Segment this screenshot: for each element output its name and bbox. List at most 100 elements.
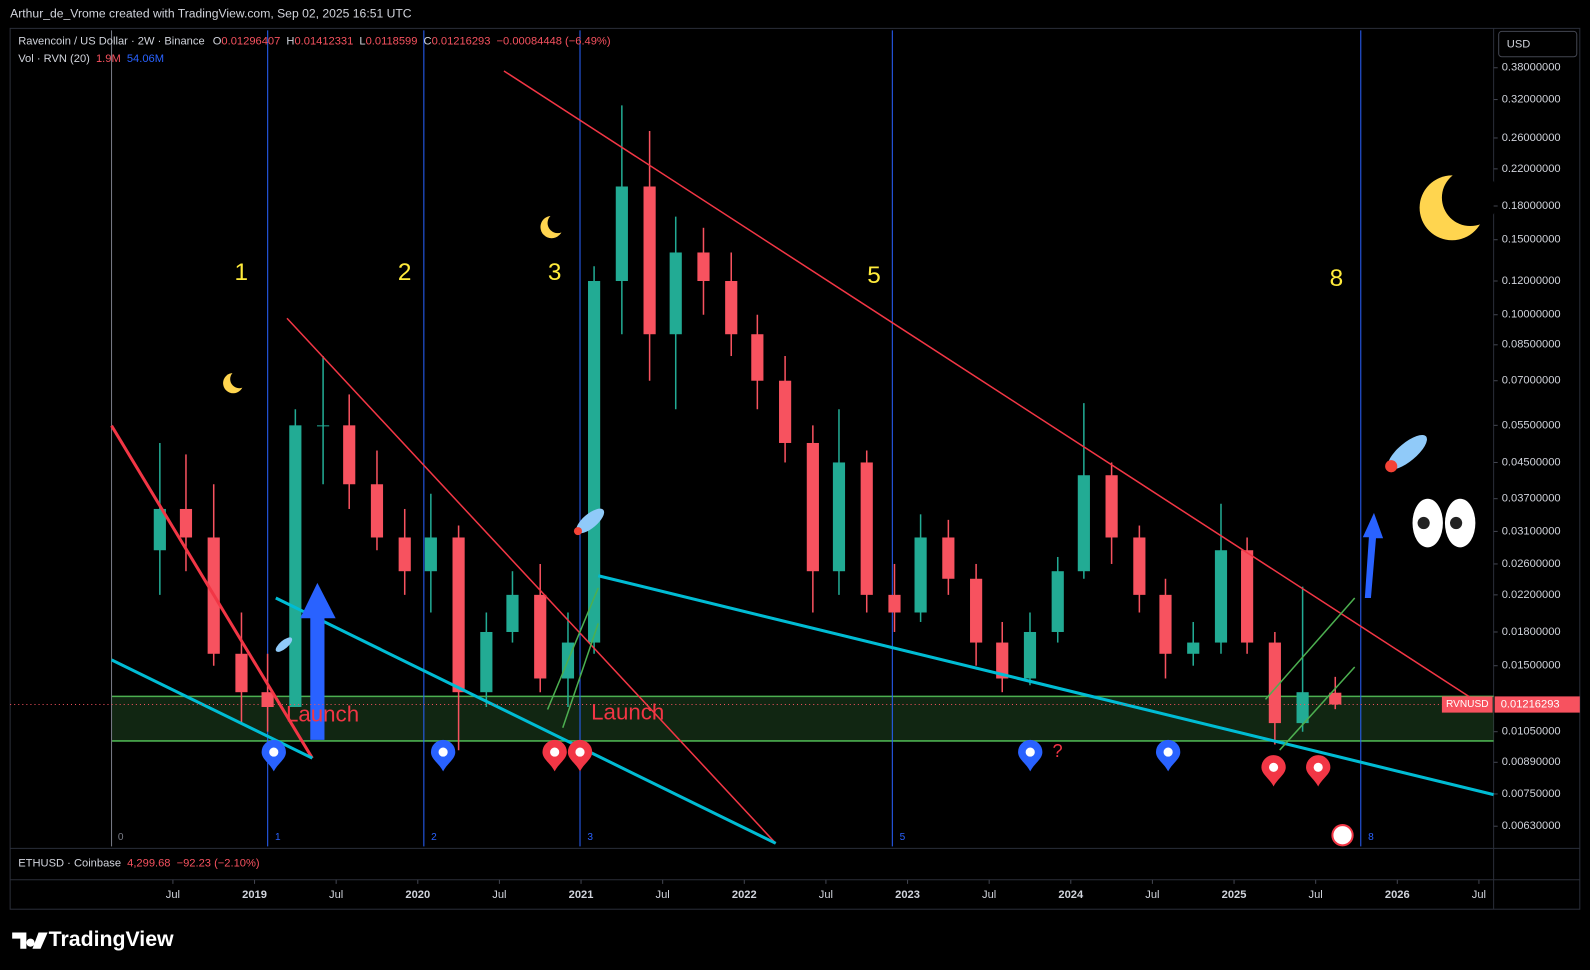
y-tick-label: 0.03100000	[1502, 525, 1561, 537]
candle-body	[1268, 642, 1281, 724]
x-tick-label: Jul	[166, 889, 180, 901]
y-tick-label: 0.02200000	[1502, 589, 1561, 601]
candle-body	[643, 186, 656, 335]
x-tick-label: 2020	[405, 889, 430, 901]
cycle-number: 3	[548, 259, 562, 286]
launch-label: Launch	[591, 699, 664, 724]
cycle-number: 2	[398, 259, 412, 286]
candle-body	[860, 462, 873, 595]
y-tick-label: 0.07000000	[1502, 375, 1561, 387]
up-arrow	[300, 582, 336, 740]
x-tick-label: 2026	[1385, 889, 1410, 901]
rocket-icon	[1385, 434, 1427, 473]
pin-hole	[1163, 747, 1173, 757]
support-line	[275, 596, 777, 845]
x-tick-label: Jul	[1472, 889, 1486, 901]
support-line	[597, 574, 1494, 797]
trend-line	[110, 424, 314, 759]
y-tick-label: 0.03700000	[1502, 493, 1561, 505]
candle-body	[370, 484, 384, 538]
tv-logo	[12, 932, 48, 949]
chart-frame	[9, 27, 1581, 910]
x-tick-label: 2023	[895, 889, 920, 901]
rocket-icon	[275, 637, 293, 652]
price-tag-bg	[1441, 696, 1493, 713]
y-tick-label: 0.32000000	[1502, 94, 1561, 106]
cycle-marker: 0	[118, 832, 124, 843]
candle-body	[1241, 550, 1254, 643]
ohlc-value: 0.0118599	[366, 36, 418, 48]
candle-body	[970, 578, 983, 643]
candle-body	[832, 462, 846, 572]
x-tick-label: 2019	[242, 889, 267, 901]
candle-body	[1187, 642, 1200, 654]
trend-line	[503, 70, 1471, 698]
second-pane-legend: ETHUSD · Coinbase 4,299.68 −92.23 (−2.10%)	[18, 858, 260, 870]
cycle-marker: 1	[275, 832, 281, 843]
currency-button[interactable]	[1498, 30, 1578, 58]
candle-body	[289, 425, 302, 707]
y-tick-label: 0.01500000	[1502, 660, 1561, 672]
ohlc-letter: H	[286, 36, 294, 48]
candle-body	[669, 252, 682, 335]
pin-hole	[1313, 762, 1323, 772]
attribution: Arthur_de_Vrome created with TradingView…	[10, 6, 412, 20]
volume-legend: Vol · RVN (20) 1.9M 54.06M	[18, 53, 164, 65]
candle-body	[725, 281, 738, 335]
eth-symbol: ETHUSD · Coinbase	[18, 858, 121, 870]
x-tick-label: 2021	[569, 889, 594, 901]
x-tick-label: Jul	[1309, 889, 1323, 901]
candle-body	[179, 508, 193, 538]
y-tick-label: 0.08500000	[1502, 339, 1561, 351]
y-tick-label: 0.05500000	[1502, 419, 1561, 431]
candle-body	[1023, 631, 1037, 679]
pins	[261, 739, 1331, 787]
y-tick-label: 0.00750000	[1502, 788, 1561, 800]
y-tick-label: 0.00890000	[1502, 756, 1561, 768]
candle-body	[235, 653, 248, 693]
cycle-number: 5	[867, 262, 881, 289]
y-tick-label: 0.01050000	[1502, 726, 1561, 738]
rocket-icon	[573, 508, 605, 536]
candle-body	[806, 442, 819, 572]
x-tick-label: Jul	[1145, 889, 1159, 901]
currency: USD	[1507, 39, 1531, 51]
change: −0.00084448 (−6.49%)	[497, 36, 611, 48]
ohlc-value: 0.01296407	[221, 36, 280, 48]
y-tick-label: 0.04500000	[1502, 456, 1561, 468]
candle-body	[697, 252, 710, 282]
cycle-marker: 2	[431, 832, 437, 843]
eyes-icon	[1412, 498, 1476, 548]
candle-body	[1296, 692, 1309, 724]
candle-body	[1214, 550, 1228, 643]
cycle-number: 8	[1330, 265, 1344, 292]
pin-hole	[269, 747, 279, 757]
pin-hole	[1025, 747, 1035, 757]
support-zone	[111, 696, 1494, 741]
x-tick-label: 2024	[1058, 889, 1084, 901]
candle-body	[751, 334, 764, 381]
x-tick-label: 2025	[1222, 889, 1247, 901]
candle-body	[914, 537, 927, 613]
pin-hole	[550, 747, 560, 757]
ohlc-letter: C	[424, 36, 432, 48]
candle-body	[343, 425, 356, 485]
candle-body	[888, 594, 901, 613]
channel-line	[1264, 597, 1356, 700]
moon-icon	[223, 369, 249, 394]
candle-body	[615, 186, 628, 282]
event-icon[interactable]	[1331, 824, 1354, 847]
pin-hole	[1269, 762, 1279, 772]
cycle-marker: 8	[1368, 832, 1374, 843]
cycle-number: 1	[235, 259, 249, 286]
price-label-bg	[1494, 696, 1580, 713]
candle-body	[588, 281, 601, 643]
launch-label: Launch	[286, 701, 359, 726]
question-mark: ?	[1053, 740, 1063, 761]
vol-ma: 54.06M	[127, 53, 164, 65]
pin-hole	[438, 747, 448, 757]
y-tick-label: 0.22000000	[1502, 163, 1561, 175]
x-tick-label: Jul	[982, 889, 996, 901]
